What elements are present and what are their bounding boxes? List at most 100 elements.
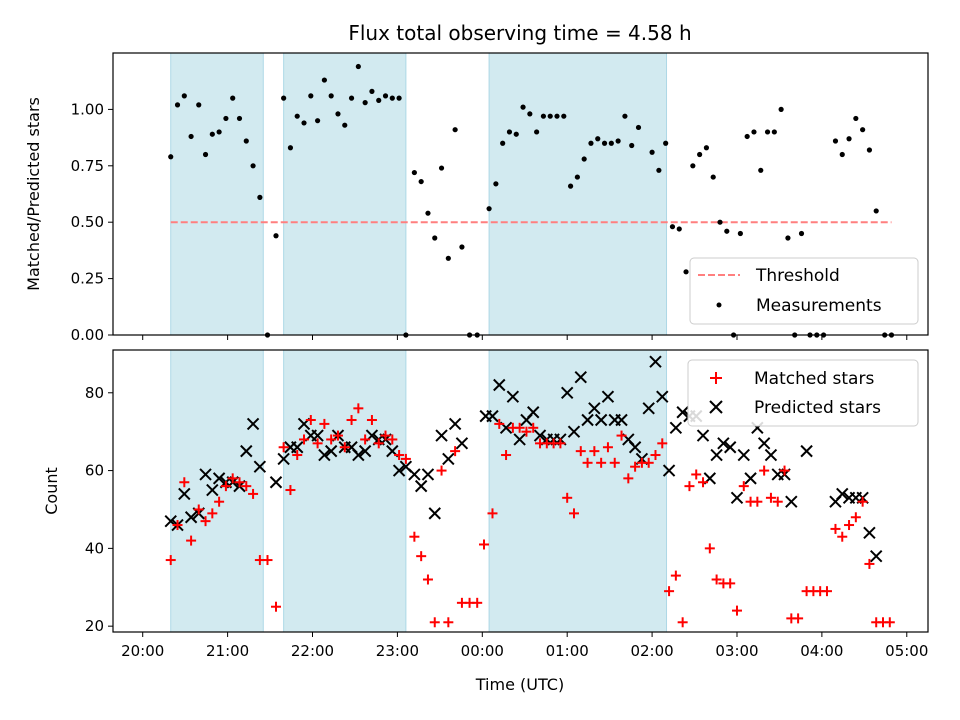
matched-star-point — [450, 446, 461, 457]
measurement-point — [314, 118, 321, 124]
matched-star-point — [200, 516, 211, 527]
matched-star-point — [677, 617, 688, 628]
matched-star-point — [319, 418, 330, 429]
measurement-point — [459, 244, 465, 250]
predicted-star-point — [414, 479, 428, 493]
x-stroke-b — [253, 460, 267, 473]
x-stroke-b — [269, 476, 283, 489]
measurement-point — [737, 230, 743, 237]
measurement-point — [301, 120, 307, 126]
measurement-point — [656, 167, 662, 173]
x-tick-label: 21:00 — [206, 642, 249, 660]
measurement-point — [520, 104, 526, 110]
matched-star-point — [630, 461, 641, 472]
measurement-point — [724, 228, 730, 234]
bottom-x-ticks: 20:00 21:00 22:00 23:00 00:00 01:00 02:00 03:00… — [121, 632, 928, 660]
predicted-star-point — [628, 441, 642, 454]
measurement-point — [418, 178, 424, 185]
measurement-point — [287, 145, 294, 151]
shaded-interval — [283, 52, 407, 336]
predicted-star-point — [311, 429, 324, 442]
predicted-star-point — [212, 472, 226, 485]
measurement-point — [554, 113, 560, 119]
measurement-point — [257, 194, 263, 200]
matched-star-point — [670, 570, 681, 581]
measurement-point — [376, 97, 382, 103]
matched-star-point — [373, 438, 384, 449]
x-tick-label: 05:00 — [885, 642, 928, 660]
matched-star-point — [179, 477, 190, 488]
legend-matched-label: Matched stars — [754, 369, 874, 389]
predicted-star-point — [863, 526, 876, 540]
measurement-point — [513, 131, 519, 137]
matched-star-point — [429, 617, 440, 628]
top-shaded-intervals — [170, 52, 668, 336]
x-stroke-b — [737, 448, 750, 462]
predicted-star-point — [506, 390, 520, 403]
matched-star-point — [214, 496, 225, 507]
x-stroke-b — [649, 355, 662, 368]
x-tick-label: 02:00 — [630, 642, 673, 660]
matched-star-point — [765, 492, 776, 503]
predicted-star-point — [744, 472, 757, 485]
measurement-point — [342, 122, 348, 128]
matched-star-point — [602, 442, 613, 453]
measurement-point — [181, 93, 187, 99]
measurement-point — [281, 95, 287, 101]
x-stroke-b — [863, 526, 876, 540]
x-stroke-b — [358, 444, 372, 458]
measurement-point — [785, 235, 791, 241]
measurement-point — [174, 102, 181, 108]
matched-star-point — [262, 555, 273, 566]
measurement-point — [425, 210, 431, 216]
matched-star-point — [582, 457, 593, 468]
measurement-point — [369, 88, 375, 94]
x-tick-label: 20:00 — [121, 642, 164, 660]
matched-star-point — [650, 450, 661, 461]
predicted-star-point — [764, 448, 778, 462]
x-stroke-b — [442, 452, 455, 466]
x-stroke-b — [428, 507, 441, 520]
matched-star-point — [568, 508, 579, 519]
predicted-star-point — [836, 487, 849, 501]
x-stroke-b — [870, 549, 883, 563]
matched-star-point — [186, 535, 197, 546]
matched-star-point — [821, 586, 832, 597]
x-stroke-b — [533, 429, 547, 442]
matched-star-point — [312, 438, 323, 449]
x-stroke-b — [506, 390, 520, 403]
top-plot-frame — [112, 52, 929, 336]
x-stroke-b — [486, 409, 499, 423]
measurement-point — [866, 147, 873, 153]
x-stroke-b — [513, 433, 526, 446]
predicted-star-point — [184, 511, 198, 524]
matched-star-point — [436, 465, 447, 476]
measurement-point — [396, 95, 402, 101]
predicted-star-point — [486, 409, 499, 423]
matched-star-point — [292, 450, 303, 461]
matched-star-point — [207, 508, 218, 519]
measurement-point — [832, 138, 839, 144]
x-stroke-b — [527, 406, 540, 419]
predicted-star-point — [178, 487, 191, 501]
x-stroke-b — [669, 421, 683, 435]
y-tick-label: 40 — [85, 539, 104, 557]
measurement-point — [846, 136, 852, 142]
x-stroke-b — [499, 421, 513, 435]
measurement-point — [438, 165, 445, 171]
x-stroke-b — [206, 483, 219, 497]
measurement-point — [839, 151, 845, 158]
matched-star-point — [278, 442, 289, 453]
predicted-star-point — [513, 433, 526, 446]
predicted-star-point — [696, 429, 710, 442]
measurement-point — [574, 174, 580, 180]
matched-star-point — [575, 446, 586, 457]
x-stroke-b — [723, 441, 737, 454]
predicted-star-point — [455, 437, 469, 450]
matched-star-point — [711, 574, 722, 585]
x-stroke-b — [164, 514, 177, 528]
measurement-point — [588, 140, 594, 146]
measurement-point — [411, 169, 417, 176]
x-stroke-b — [757, 437, 771, 450]
matched-star-point — [409, 531, 420, 542]
